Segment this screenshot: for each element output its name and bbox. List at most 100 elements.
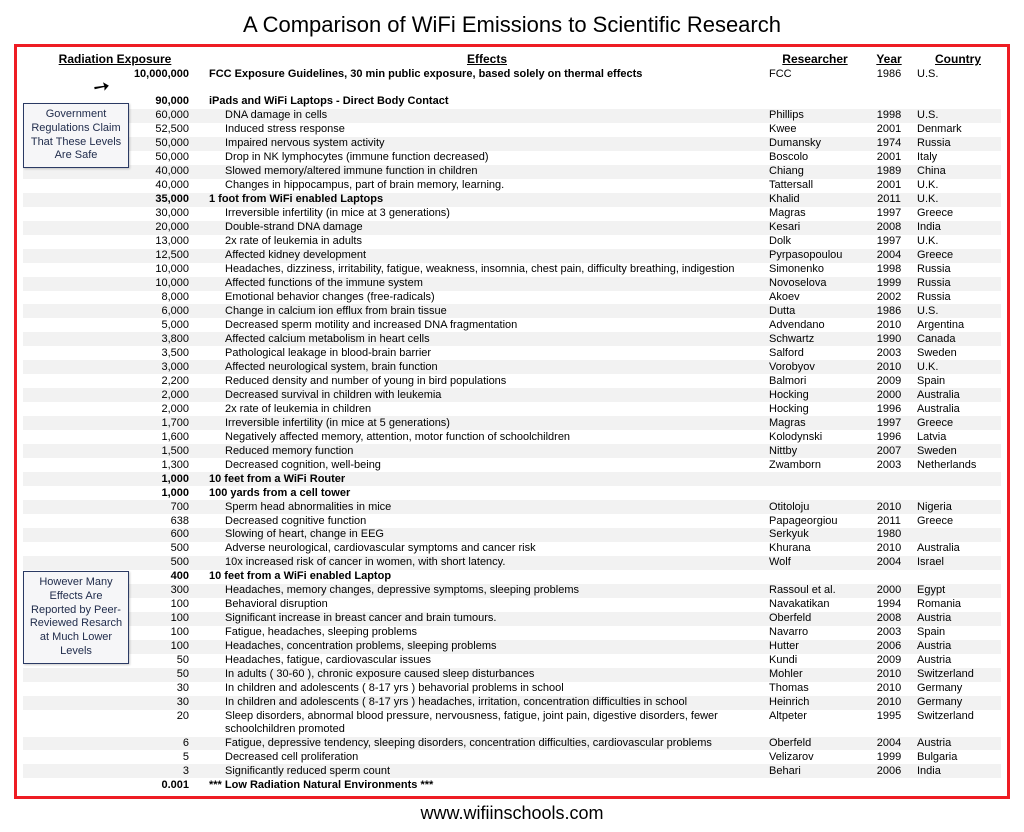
table-row: 1,300Decreased cognition, well-beingZwam… <box>23 458 1001 472</box>
cell-country: Greece <box>915 207 1001 221</box>
cell-country: Austria <box>915 654 1001 668</box>
cell-exposure: 20 <box>23 710 207 737</box>
cell-year: 2010 <box>863 542 915 556</box>
cell-year: 2006 <box>863 640 915 654</box>
cell-researcher: Nittby <box>767 444 863 458</box>
cell-year <box>863 486 915 500</box>
cell-country: Bulgaria <box>915 750 1001 764</box>
cell-country: Russia <box>915 277 1001 291</box>
cell-researcher <box>767 570 863 584</box>
cell-researcher: Navarro <box>767 626 863 640</box>
cell-exposure: 10,000 <box>23 277 207 291</box>
cell-country: Russia <box>915 263 1001 277</box>
cell-effects: Pathological leakage in blood-brain barr… <box>207 346 767 360</box>
table-row: 638Decreased cognitive functionPapageorg… <box>23 514 1001 528</box>
cell-country: Russia <box>915 137 1001 151</box>
cell-year: 2009 <box>863 654 915 668</box>
cell-effects: Slowing of heart, change in EEG <box>207 528 767 542</box>
cell-effects: iPads and WiFi Laptops - Direct Body Con… <box>207 95 767 109</box>
cell-year: 2008 <box>863 221 915 235</box>
cell-exposure: 2,000 <box>23 388 207 402</box>
cell-year: 2010 <box>863 500 915 514</box>
cell-researcher: Dumansky <box>767 137 863 151</box>
cell-exposure: 35,000 <box>23 193 207 207</box>
table-row: 6Fatigue, depressive tendency, sleeping … <box>23 737 1001 751</box>
cell-country: India <box>915 221 1001 235</box>
cell-researcher: Kolodynski <box>767 430 863 444</box>
table-row: 35,0001 foot from WiFi enabled LaptopsKh… <box>23 193 1001 207</box>
cell-year: 1994 <box>863 598 915 612</box>
cell-exposure: 1,000 <box>23 486 207 500</box>
cell-effects: Changes in hippocampus, part of brain me… <box>207 179 767 193</box>
cell-effects: 2x rate of leukemia in children <box>207 402 767 416</box>
table-row: 30In children and adolescents ( 8-17 yrs… <box>23 696 1001 710</box>
cell-effects: Behavioral disruption <box>207 598 767 612</box>
cell-exposure: 30,000 <box>23 207 207 221</box>
cell-year: 2006 <box>863 764 915 778</box>
table-row: 1,000100 yards from a cell tower <box>23 486 1001 500</box>
cell-effects: Sperm head abnormalities in mice <box>207 500 767 514</box>
cell-country: India <box>915 764 1001 778</box>
cell-effects: FCC Exposure Guidelines, 30 min public e… <box>207 67 767 81</box>
cell-year <box>863 95 915 109</box>
cell-researcher: Magras <box>767 207 863 221</box>
cell-researcher: Pyrpasopoulou <box>767 249 863 263</box>
cell-researcher: Zwamborn <box>767 458 863 472</box>
cell-researcher: Hocking <box>767 388 863 402</box>
table-row: 600Slowing of heart, change in EEGSerkyu… <box>23 528 1001 542</box>
cell-year: 1990 <box>863 332 915 346</box>
cell-effects: Headaches, dizziness, irritability, fati… <box>207 263 767 277</box>
cell-exposure: 3 <box>23 764 207 778</box>
table-frame: ➚ Government Regulations Claim That Thes… <box>14 44 1010 799</box>
cell-year: 1974 <box>863 137 915 151</box>
cell-effects: Affected kidney development <box>207 249 767 263</box>
cell-year: 2001 <box>863 123 915 137</box>
cell-year <box>863 570 915 584</box>
cell-exposure: 638 <box>23 514 207 528</box>
cell-exposure: 40,000 <box>23 179 207 193</box>
cell-country: Austria <box>915 612 1001 626</box>
cell-year: 1999 <box>863 750 915 764</box>
cell-country <box>915 570 1001 584</box>
cell-effects: Affected neurological system, brain func… <box>207 360 767 374</box>
cell-country: U.S. <box>915 67 1001 81</box>
cell-researcher: Navakatikan <box>767 598 863 612</box>
cell-effects: Significant increase in breast cancer an… <box>207 612 767 626</box>
cell-exposure: 2,200 <box>23 374 207 388</box>
cell-exposure: 6 <box>23 737 207 751</box>
table-row: 1,700Irreversible infertility (in mice a… <box>23 416 1001 430</box>
cell-researcher: Velizarov <box>767 750 863 764</box>
cell-exposure: 500 <box>23 556 207 570</box>
cell-year: 1997 <box>863 416 915 430</box>
table-row: 10,000,000FCC Exposure Guidelines, 30 mi… <box>23 67 1001 81</box>
cell-researcher: Hutter <box>767 640 863 654</box>
cell-effects: Induced stress response <box>207 123 767 137</box>
col-exposure: Radiation Exposure <box>23 51 207 67</box>
table-row: 100Significant increase in breast cancer… <box>23 612 1001 626</box>
cell-effects: *** Low Radiation Natural Environments *… <box>207 778 767 792</box>
cell-researcher <box>767 472 863 486</box>
cell-researcher: Heinrich <box>767 696 863 710</box>
cell-effects: In children and adolescents ( 8-17 yrs )… <box>207 682 767 696</box>
cell-effects: In adults ( 30-60 ), chronic exposure ca… <box>207 668 767 682</box>
cell-country: U.K. <box>915 179 1001 193</box>
cell-year: 2008 <box>863 612 915 626</box>
cell-exposure: 1,500 <box>23 444 207 458</box>
table-row: 1,500Reduced memory functionNittby2007Sw… <box>23 444 1001 458</box>
col-year: Year <box>863 51 915 67</box>
cell-country: Switzerland <box>915 668 1001 682</box>
cell-country: Russia <box>915 291 1001 305</box>
cell-exposure: 12,500 <box>23 249 207 263</box>
cell-country: China <box>915 165 1001 179</box>
cell-researcher: Tattersall <box>767 179 863 193</box>
cell-country: Australia <box>915 542 1001 556</box>
cell-effects: 100 yards from a cell tower <box>207 486 767 500</box>
cell-effects: Headaches, fatigue, cardiovascular issue… <box>207 654 767 668</box>
cell-country: U.S. <box>915 109 1001 123</box>
cell-effects: Emotional behavior changes (free-radical… <box>207 291 767 305</box>
cell-researcher: Otitoloju <box>767 500 863 514</box>
cell-effects: Significantly reduced sperm count <box>207 764 767 778</box>
table-row: 100Fatigue, headaches, sleeping problems… <box>23 626 1001 640</box>
cell-country: Austria <box>915 737 1001 751</box>
cell-year: 1997 <box>863 235 915 249</box>
